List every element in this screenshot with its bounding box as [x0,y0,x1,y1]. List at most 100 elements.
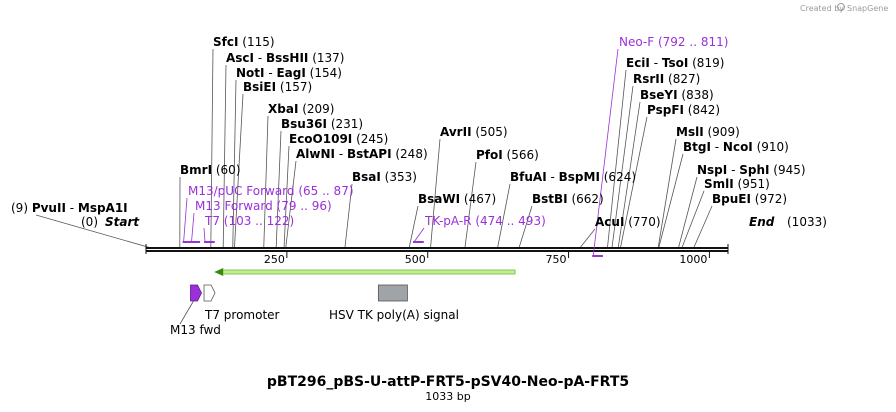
leader-bsiei [234,93,244,249]
site-label-avrii[interactable]: AvrII (505) [440,125,508,139]
site-name-bfuai: BfuAI [510,170,547,184]
site-label-rsrii[interactable]: RsrII (827) [633,72,700,86]
site-label-alwni[interactable]: AlwNI - BstAPI (248) [296,147,428,161]
end-position: (1033) [787,215,827,229]
site-label-smli[interactable]: SmlI (951) [704,177,770,191]
feature-hsv-tk-poly-a-signal[interactable]: HSV TK poly(A) signal [329,284,459,322]
dna-backbone [145,244,729,254]
feature-label-t7-promoter: T7 promoter [204,308,280,322]
site-label-ecii[interactable]: EciI - TsoI (819) [626,56,724,70]
site-label-ecoo109i[interactable]: EcoO109I (245) [289,132,388,146]
site-pos-pvuii: (9) [11,201,32,215]
site-name-bstbi: BstBI [532,192,568,206]
leader-ecoo109i [283,145,290,249]
site-label-bmri[interactable]: BmrI (60) [180,163,241,177]
site-name-msli: MslI [676,125,704,139]
leader-nspi [678,176,698,249]
leader-asci [222,64,227,249]
tick-label-750: 750 [546,253,567,266]
primer-label-tk-pa-r[interactable]: TK-pA-R (474 .. 493) [424,214,546,228]
primer-label-t7[interactable]: T7 (103 .. 122) [204,214,294,228]
site-name-eagi: EagI [276,66,305,80]
orf-arrow[interactable] [214,268,516,276]
snapgene-brand: SnapGene [847,4,888,13]
feature-t7-promoter[interactable]: T7 promoter [203,284,280,322]
leader-bsu36i [275,130,282,249]
site-name-bsai: BsaI [352,170,381,184]
site-label-asci[interactable]: AscI - BssHII (137) [226,51,344,65]
site-label-pvuii[interactable]: (9) PvuII - MspA1I [11,201,128,215]
site-pos-bstbi: (662) [568,192,604,206]
site-name-bpuei: BpuEI [712,192,751,206]
site-label-pfoi[interactable]: PfoI (566) [476,148,539,162]
site-pos-rsrii: (827) [664,72,700,86]
orf-shaft [221,269,516,275]
site-label-noti[interactable]: NotI - EagI (154) [236,66,342,80]
map-title: pBT296_pBS-U-attP-FRT5-pSV40-Neo-pA-FRT5 [267,374,629,390]
site-pos-smli: (951) [734,177,770,191]
primer-range: (79 .. 96) [277,199,332,213]
feature-arrow-t7-promoter [203,284,216,302]
feature-m13-fwd[interactable]: M13 fwd [170,284,221,337]
site-name-bsu36i: Bsu36I [281,117,327,131]
site-pos-xbai: (209) [298,102,334,116]
leader-bfuai [497,183,511,249]
site-name-ecoo109i: EcoO109I [289,132,352,146]
site-name-bsshii: BssHII [266,51,308,65]
site-separator: - [335,147,347,161]
primer-leader-m13-puc-forward [183,197,188,243]
site-label-bsawi[interactable]: BsaWI (467) [418,192,496,206]
site-name-rsrii: RsrII [633,72,664,86]
end-marker: End (1033) [749,215,827,229]
primer-name: M13/pUC Forward [188,184,298,198]
site-label-pspfi[interactable]: PspFI (842) [647,103,720,117]
primer-label-m13-puc-forward[interactable]: M13/pUC Forward (65 .. 87) [188,184,354,198]
primer-name: M13 Forward [195,199,277,213]
site-name-xbai: XbaI [268,102,298,116]
site-pos-acui: (770) [624,215,660,229]
site-label-acui[interactable]: AcuI (770) [595,215,661,229]
start-marker: (0) Start [81,215,140,229]
site-label-sfci[interactable]: SfcI (115) [213,35,275,49]
site-name-smli: SmlI [704,177,734,191]
leader-xbai [263,115,269,249]
site-name-bstapi: BstAPI [347,147,392,161]
leader-pfoi [464,161,477,249]
site-leader-lines [35,48,713,249]
site-pos-bsu36i: (231) [327,117,363,131]
site-name-sfci: SfcI [213,35,238,49]
site-label-bstbi[interactable]: BstBI (662) [532,192,604,206]
site-pos-pfoi: (566) [503,148,539,162]
site-name-ecii: EciI [626,56,650,70]
site-name-tsoi: TsoI [662,56,688,70]
site-label-xbai[interactable]: XbaI (209) [268,102,335,116]
site-separator: - [711,140,723,154]
site-pos-ecoo109i: (245) [352,132,388,146]
site-label-bsiei[interactable]: BsiEI (157) [243,80,312,94]
site-name-btgi: BtgI [683,140,711,154]
site-label-msli[interactable]: MslI (909) [676,125,740,139]
leader-smli [681,190,705,249]
site-name-pspfi: PspFI [647,103,684,117]
site-label-bsai[interactable]: BsaI (353) [352,170,417,184]
site-label-nspi[interactable]: NspI - SphI (945) [697,163,806,177]
tick-label-500: 500 [405,253,426,266]
primer-label-m13-forward[interactable]: M13 Forward (79 .. 96) [195,199,332,213]
site-label-btgi[interactable]: BtgI - NcoI (910) [683,140,789,154]
site-label-bpuei[interactable]: BpuEI (972) [712,192,787,206]
site-pos-ecii: (819) [688,56,724,70]
site-label-bseyi[interactable]: BseYI (838) [640,88,714,102]
site-separator: - [727,163,739,177]
primer-label-neo-f[interactable]: Neo-F (792 .. 811) [619,35,728,49]
site-separator: - [650,56,662,70]
primer-name: TK-pA-R [424,214,475,228]
site-name-ncoi: NcoI [723,140,753,154]
leader-noti [232,79,237,249]
site-pos-sfci: (115) [238,35,274,49]
site-pos-asci: (137) [308,51,344,65]
tick-label-1000: 1000 [679,253,707,266]
site-pos-bsiei: (157) [276,80,312,94]
site-label-bfuai[interactable]: BfuAI - BspMI (624) [510,170,636,184]
site-label-bsu36i[interactable]: Bsu36I (231) [281,117,363,131]
